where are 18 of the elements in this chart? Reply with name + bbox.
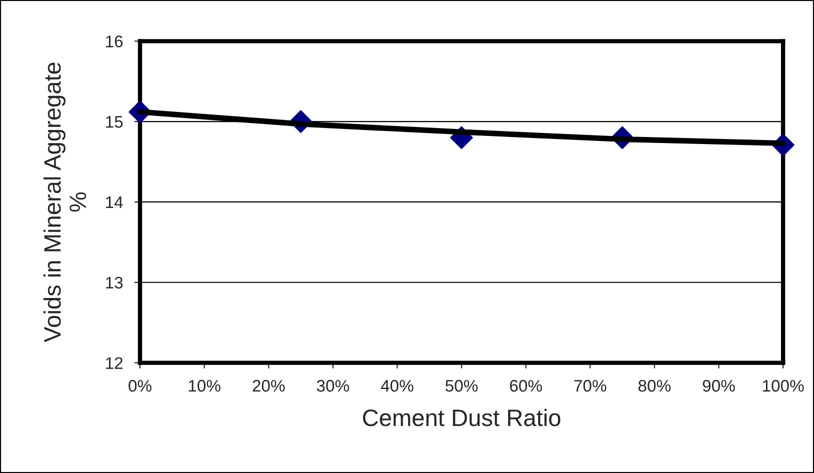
x-axis-title: Cement Dust Ratio: [363, 408, 560, 426]
x-tick-label: 100%: [763, 380, 804, 392]
y-tick-label: 15: [106, 116, 123, 128]
y-axis-title: Voids in Mineral Aggregate %: [43, 62, 86, 342]
x-tick-label: 60%: [510, 380, 542, 392]
y-tick-label: 13: [106, 276, 123, 289]
x-tick-label: 90%: [702, 380, 735, 392]
y-tick-label: 12: [106, 357, 123, 369]
x-tick-label: 50%: [446, 380, 478, 392]
x-tick-label: 30%: [316, 380, 350, 392]
x-tick-label: 80%: [638, 380, 671, 392]
y-tick-label: 16: [106, 36, 123, 48]
x-tick-label: 10%: [188, 380, 220, 392]
x-tick-label: 40%: [380, 380, 414, 392]
x-tick-label: 0%: [128, 380, 152, 392]
x-tick-label: 20%: [252, 380, 285, 392]
y-tick-label: 14: [106, 196, 123, 208]
x-tick-label: 70%: [574, 380, 606, 392]
